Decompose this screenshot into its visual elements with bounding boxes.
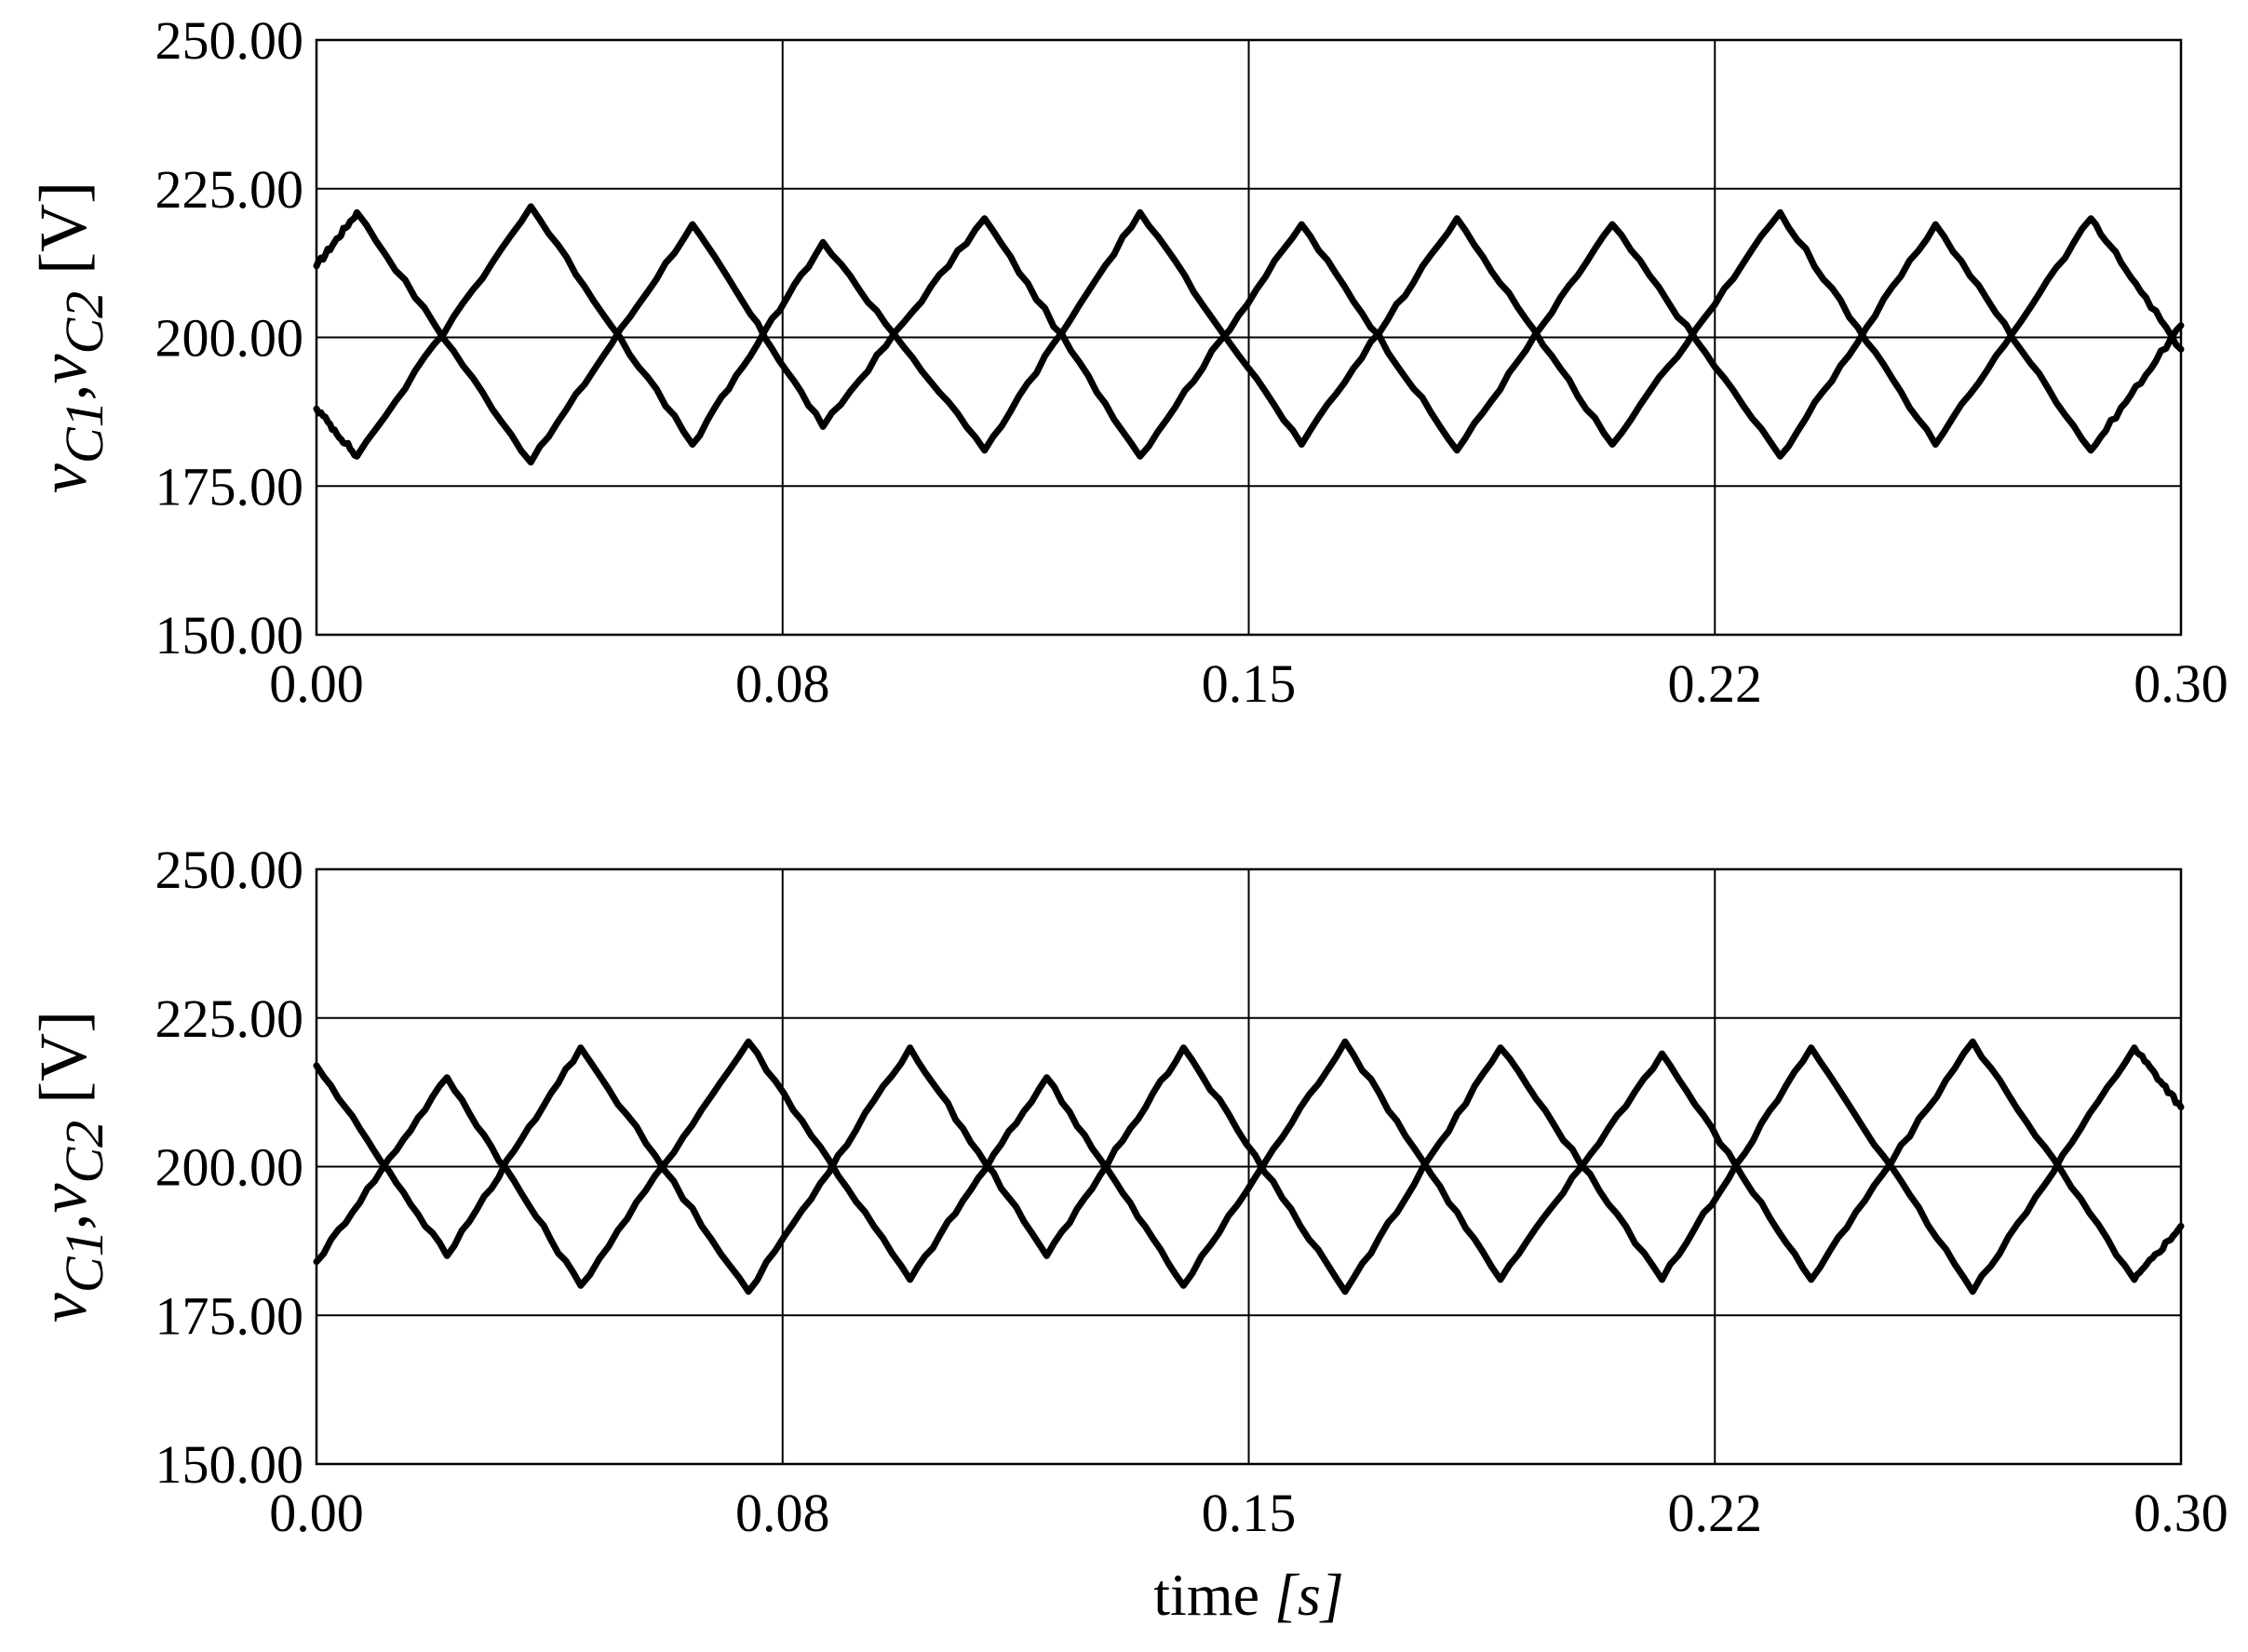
y-axis-label-part: C2 xyxy=(54,1121,114,1184)
series-line-2 xyxy=(313,1044,2185,1296)
y-axis-label-part: v xyxy=(26,354,101,383)
x-tick-label: 0.08 xyxy=(735,653,830,714)
y-axis-label-part: C2 xyxy=(54,291,114,355)
y-tick-label: 250.00 xyxy=(155,839,304,900)
y-tick-label: 175.00 xyxy=(155,1285,304,1346)
y-axis-label-part: C1 xyxy=(54,400,114,463)
y-axis-label: vC1,vC2 [V] xyxy=(26,1011,114,1323)
x-axis-label: time [s] xyxy=(1153,1562,1343,1628)
x-axis-label-unit: [s] xyxy=(1274,1562,1344,1628)
y-tick-label: 150.00 xyxy=(155,605,304,665)
y-axis-label-part: , xyxy=(26,383,101,400)
y-tick-label: 200.00 xyxy=(155,1137,304,1198)
x-tick-label: 0.30 xyxy=(2134,1483,2228,1543)
y-axis-label-part: v xyxy=(26,463,101,493)
series-line-1 xyxy=(313,208,2185,466)
x-tick-label: 0.22 xyxy=(1668,1483,1763,1543)
y-axis-label: vC1,vC2 [V] xyxy=(26,181,114,493)
y-axis-label-part: , xyxy=(26,1213,101,1229)
x-tick-label: 0.22 xyxy=(1668,653,1763,714)
plot-frame xyxy=(315,867,2183,1466)
y-tick-label: 175.00 xyxy=(155,456,304,517)
y-axis-label-part: v xyxy=(26,1183,101,1213)
plot-frame xyxy=(315,38,2183,637)
y-axis-label-part: v xyxy=(26,1293,101,1323)
chart-bottom: 250.00 225.00 200.00 175.00 150.000.00 0.08 0.… xyxy=(26,839,2228,1628)
y-tick-label: 150.00 xyxy=(155,1434,304,1495)
y-axis-label-part: C1 xyxy=(54,1229,114,1293)
x-tick-label: 0.00 xyxy=(269,653,364,714)
x-tick-label: 0.15 xyxy=(1202,653,1297,714)
series-line-2 xyxy=(313,203,2185,460)
y-axis-label-part: [V] xyxy=(26,181,101,291)
x-tick-label: 0.30 xyxy=(2134,653,2228,714)
x-tick-label: 0.08 xyxy=(735,1483,830,1543)
x-tick-label: 0.00 xyxy=(269,1483,364,1543)
y-tick-label: 250.00 xyxy=(155,10,304,71)
y-tick-label: 225.00 xyxy=(155,988,304,1049)
y-tick-label: 200.00 xyxy=(155,308,304,369)
x-tick-label: 0.15 xyxy=(1202,1483,1297,1543)
x-axis-label-text: time xyxy=(1153,1562,1274,1628)
chart-top: 250.00 225.00 200.00 175.00 150.000.00 0.08 0.… xyxy=(26,10,2228,714)
y-axis-label-part: [V] xyxy=(26,1011,101,1121)
series-line-1 xyxy=(313,1038,2185,1289)
y-tick-label: 225.00 xyxy=(155,159,304,220)
